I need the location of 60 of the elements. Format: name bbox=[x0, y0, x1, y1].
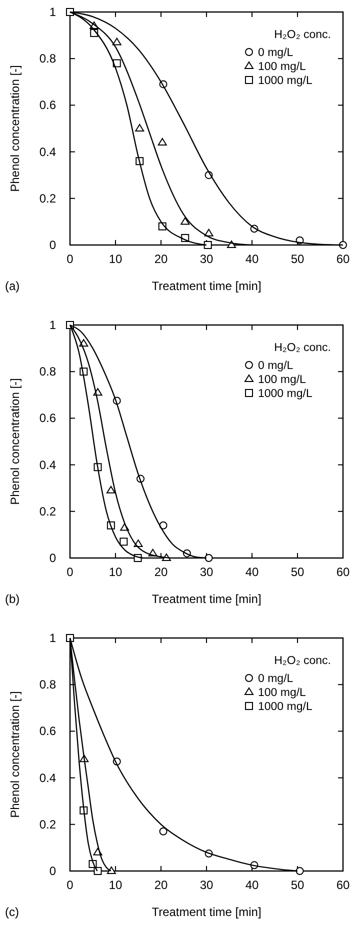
y-tick-label: 0.4 bbox=[39, 458, 56, 472]
y-tick-label: 0.6 bbox=[39, 724, 56, 738]
x-tick-label: 60 bbox=[336, 565, 350, 579]
x-tick-label: 10 bbox=[108, 252, 122, 266]
x-axis-title: Treatment time [min] bbox=[152, 279, 262, 293]
y-tick-label: 0.8 bbox=[39, 678, 56, 692]
x-tick-label: 20 bbox=[154, 878, 168, 892]
y-tick-label: 0.4 bbox=[39, 770, 56, 785]
x-axis-title: Treatment time [min] bbox=[152, 592, 262, 606]
x-tick-label: 20 bbox=[154, 252, 168, 266]
x-tick-label: 10 bbox=[108, 565, 122, 579]
x-tick-label: 40 bbox=[245, 878, 259, 892]
y-axis-title: Phenol concentration [-] bbox=[8, 691, 22, 818]
y-tick-label: 0.2 bbox=[39, 504, 56, 518]
y-tick-label: 0.4 bbox=[39, 144, 56, 159]
x-tick-label: 40 bbox=[245, 565, 259, 579]
y-tick-label: 0.2 bbox=[39, 817, 56, 832]
legend-label: 0 mg/L bbox=[258, 47, 294, 59]
x-tick-label: 30 bbox=[200, 878, 214, 892]
x-tick-label: 50 bbox=[290, 565, 304, 579]
y-tick-label: 0 bbox=[49, 551, 56, 565]
x-tick-label: 0 bbox=[66, 878, 74, 892]
x-tick-label: 10 bbox=[108, 878, 122, 892]
y-tick-label: 0 bbox=[49, 238, 56, 252]
y-tick-label: 0.6 bbox=[39, 98, 56, 112]
y-tick-label: 0 bbox=[49, 864, 56, 878]
x-tick-label: 0 bbox=[66, 252, 74, 266]
legend-label: 0 mg/L bbox=[258, 360, 294, 372]
y-tick-label: 0.2 bbox=[39, 191, 56, 206]
text: (b) bbox=[5, 592, 20, 606]
legend-label: 1000 mg/L bbox=[258, 75, 313, 87]
legend-label: 1000 mg/L bbox=[258, 701, 313, 713]
x-axis-title: Treatment time [min] bbox=[152, 905, 262, 919]
y-axis-title: Phenol concentration [-] bbox=[8, 378, 22, 505]
legend-title: H₂O₂ conc. bbox=[274, 342, 331, 354]
legend-title: H₂O₂ conc. bbox=[274, 29, 331, 41]
x-tick-label: 40 bbox=[245, 252, 259, 266]
y-tick-label: 0.6 bbox=[39, 411, 56, 426]
x-tick-label: 60 bbox=[336, 878, 350, 892]
x-tick-label: 60 bbox=[336, 252, 350, 266]
x-tick-label: 30 bbox=[200, 565, 214, 579]
x-tick-label: 20 bbox=[154, 565, 168, 579]
legend-label: 100 mg/L bbox=[258, 374, 307, 386]
legend-label: 100 mg/L bbox=[258, 687, 307, 699]
text: (c) bbox=[5, 905, 19, 919]
x-tick-label: 50 bbox=[290, 878, 304, 892]
y-tick-label: 1 bbox=[49, 631, 56, 645]
legend-label: 1000 mg/L bbox=[258, 388, 313, 400]
y-tick-label: 0.8 bbox=[39, 52, 56, 66]
y-tick-label: 0.8 bbox=[39, 364, 56, 379]
y-axis-title: Phenol concentration [-] bbox=[8, 65, 22, 192]
legend-label: 0 mg/L bbox=[258, 673, 294, 685]
y-tick-label: 1 bbox=[49, 318, 56, 332]
legend-label: 100 mg/L bbox=[258, 61, 307, 73]
legend-title: H₂O₂ conc. bbox=[274, 655, 331, 667]
x-tick-label: 50 bbox=[290, 252, 304, 266]
text: (a) bbox=[5, 279, 20, 293]
x-tick-label: 30 bbox=[200, 252, 214, 266]
y-tick-label: 1 bbox=[49, 5, 56, 19]
x-tick-label: 0 bbox=[66, 565, 74, 579]
